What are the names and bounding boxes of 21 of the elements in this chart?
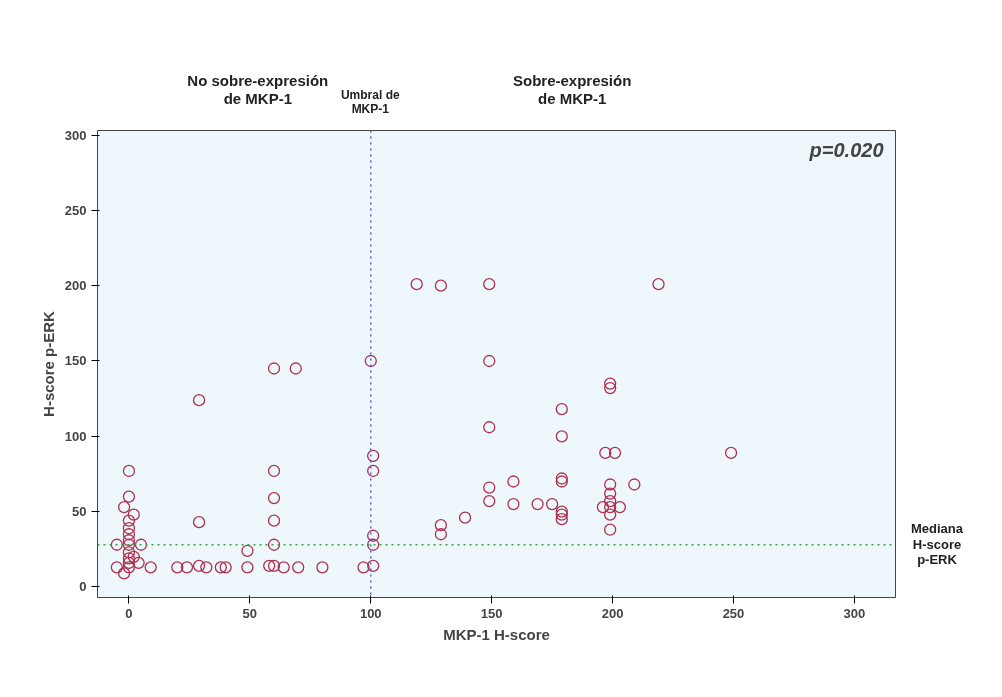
y-tick-label: 100 (64, 428, 87, 444)
text: No sobre-expresión de MKP-1 (187, 72, 329, 108)
x-tick-label: 200 (601, 605, 624, 621)
y-tick-label: 250 (64, 202, 87, 218)
x-tick-label: 0 (125, 605, 133, 621)
x-tick-label: 150 (480, 605, 503, 621)
ref-line-label: Mediana H-score p-ERK (911, 520, 964, 568)
y-axis-title: H-score p-ERK (39, 310, 57, 417)
x-tick-label: 250 (722, 605, 745, 621)
y-tick-label: 200 (64, 278, 87, 294)
y-tick-label: 0 (79, 579, 87, 595)
ref-line-label: Umbral de MKP-1 (340, 88, 400, 117)
y-tick-label: 50 (72, 504, 87, 520)
x-tick-label: 300 (843, 605, 866, 621)
x-tick-label: 50 (242, 605, 258, 621)
x-tick-label: 100 (359, 605, 382, 621)
y-tick-label: 150 (64, 353, 87, 369)
y-tick-label: 300 (64, 127, 87, 143)
text: Sobre-expresión de MKP-1 (513, 72, 632, 108)
annotation: p=0.020 (808, 138, 884, 161)
x-axis-title: MKP-1 H-score (443, 625, 550, 643)
